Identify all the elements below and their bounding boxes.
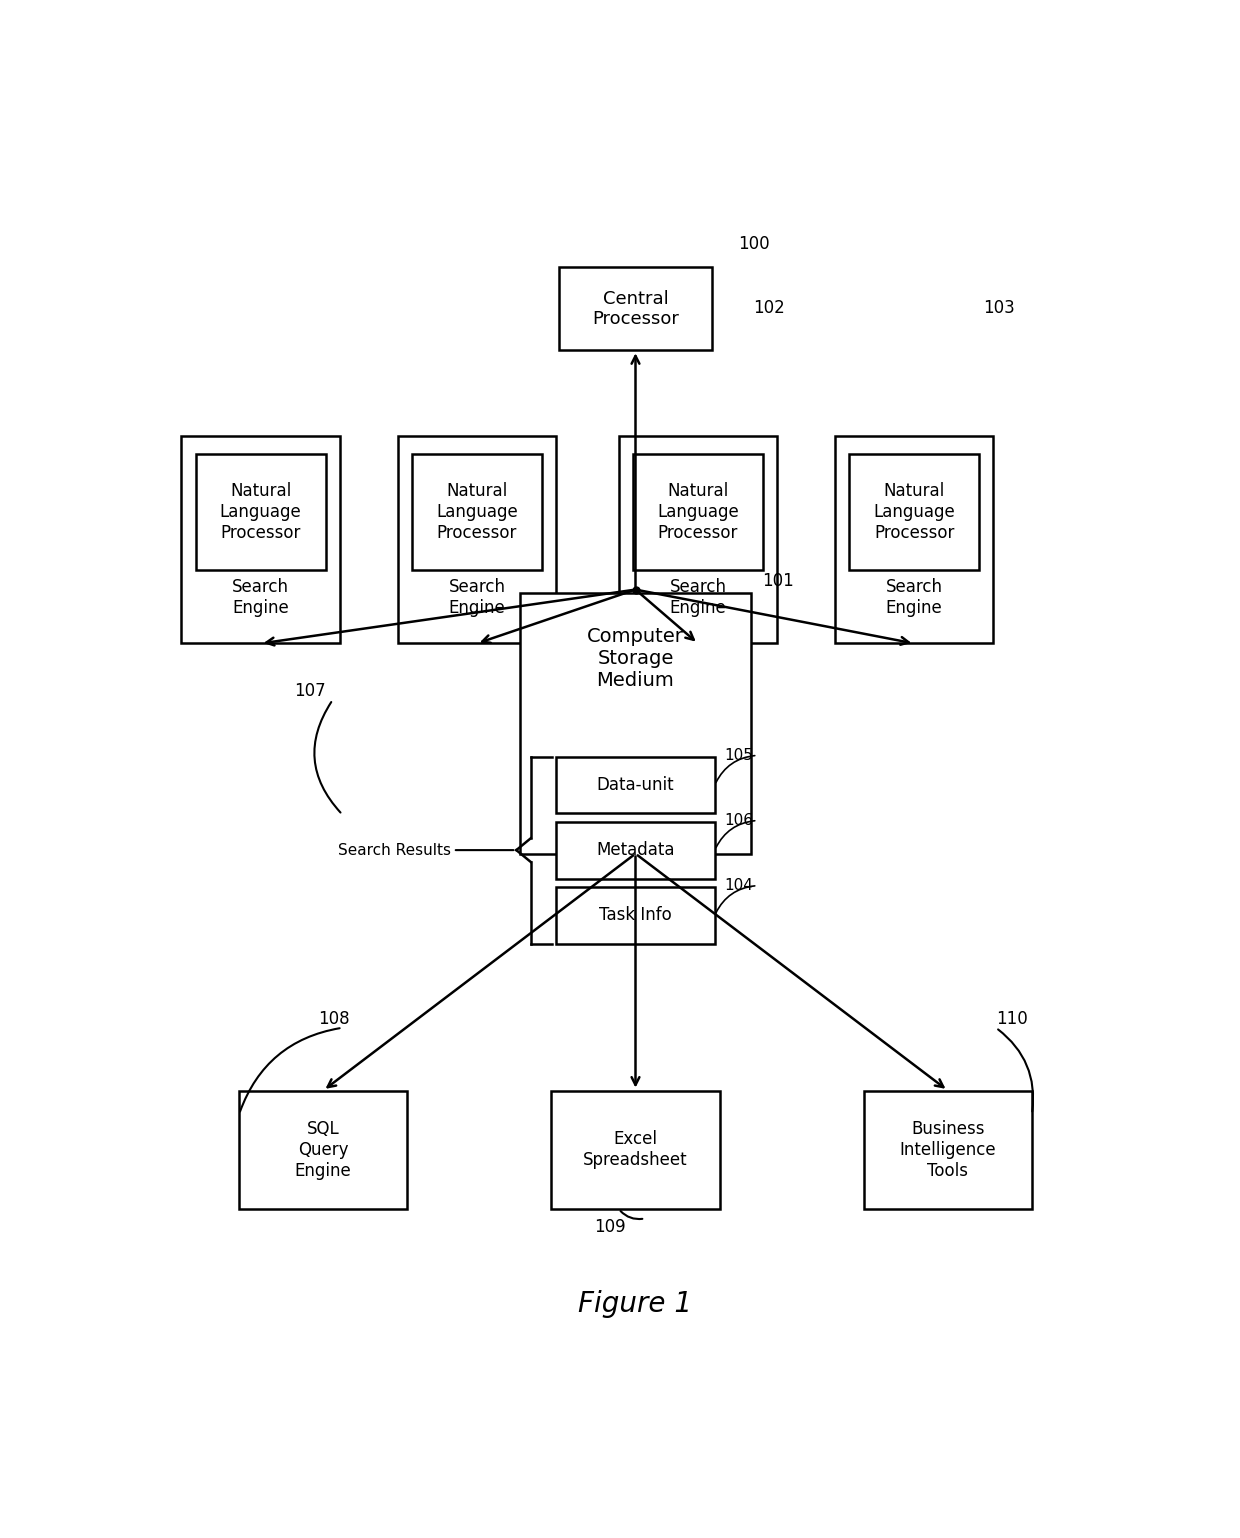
Text: Search Results: Search Results (337, 843, 450, 858)
Bar (557, 821, 714, 878)
Text: 110: 110 (996, 1010, 1028, 1027)
Text: Search
Engine: Search Engine (670, 578, 727, 617)
Text: 102: 102 (753, 300, 785, 317)
Text: Figure 1: Figure 1 (579, 1290, 692, 1318)
Bar (181, 437, 340, 643)
Text: 106: 106 (724, 814, 753, 827)
Bar (634, 454, 763, 571)
Bar (552, 1090, 719, 1209)
Text: 108: 108 (319, 1010, 350, 1027)
Text: 105: 105 (724, 747, 753, 763)
Text: Central
Processor: Central Processor (591, 289, 680, 328)
Text: Natural
Language
Processor: Natural Language Processor (657, 483, 739, 541)
Text: Task Info: Task Info (599, 906, 672, 924)
Text: 109: 109 (594, 1218, 626, 1237)
Text: Search
Engine: Search Engine (232, 578, 289, 617)
Text: Search
Engine: Search Engine (885, 578, 942, 617)
Bar (398, 437, 557, 643)
Bar (412, 454, 542, 571)
Text: Business
Intelligence
Tools: Business Intelligence Tools (899, 1120, 996, 1180)
Bar (849, 454, 980, 571)
Text: Natural
Language
Processor: Natural Language Processor (436, 483, 518, 541)
Bar (864, 1090, 1032, 1209)
Text: SQL
Query
Engine: SQL Query Engine (295, 1120, 352, 1180)
Text: 107: 107 (294, 681, 326, 700)
Text: 100: 100 (738, 235, 770, 254)
Bar (521, 594, 751, 854)
Text: Data-unit: Data-unit (596, 777, 675, 794)
Text: 101: 101 (763, 572, 794, 589)
Bar (239, 1090, 407, 1209)
Bar (196, 454, 326, 571)
Text: Search
Engine: Search Engine (449, 578, 506, 617)
Text: 104: 104 (724, 878, 753, 894)
Bar (557, 887, 714, 944)
Text: 103: 103 (983, 300, 1016, 317)
Text: Metadata: Metadata (596, 841, 675, 860)
Text: Natural
Language
Processor: Natural Language Processor (873, 483, 955, 541)
Text: Natural
Language
Processor: Natural Language Processor (219, 483, 301, 541)
Bar (835, 437, 993, 643)
Text: Computer
Storage
Medium: Computer Storage Medium (587, 628, 684, 689)
Bar (557, 757, 714, 814)
Bar (558, 268, 712, 351)
Text: Excel
Spreadsheet: Excel Spreadsheet (583, 1130, 688, 1169)
Bar (619, 437, 777, 643)
